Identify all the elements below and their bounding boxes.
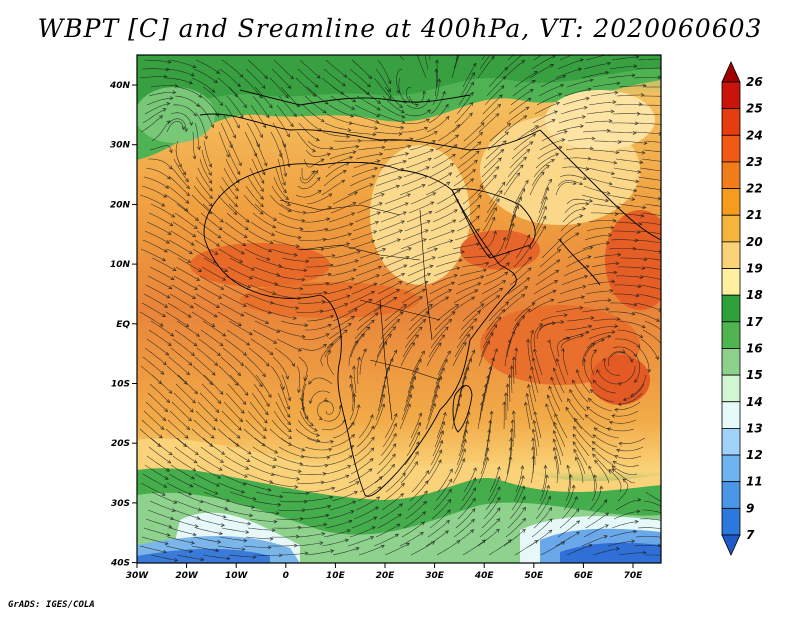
y-tick-label: 10S — [111, 380, 130, 390]
colorbar-box — [721, 481, 741, 509]
x-tick-label: 70E — [624, 571, 644, 581]
colorbar-box — [721, 241, 741, 269]
colorbar: 26 25 24 23 22 21 20 19 18 17 16 15 14 13 12 11 9 7 — [721, 61, 763, 556]
x-tick-label: 20E — [376, 571, 396, 581]
colorbar-label: 9 — [746, 501, 754, 515]
colorbar-box — [721, 268, 741, 296]
x-tick-label: 10W — [225, 571, 249, 581]
colorbar-label: 22 — [746, 182, 763, 196]
x-tick-label: 40E — [474, 571, 495, 581]
colorbar-box — [721, 81, 741, 110]
x-tick-label: 20W — [175, 571, 199, 581]
colorbar-box — [721, 214, 741, 243]
colorbar-label: 15 — [746, 368, 763, 382]
colorbar-label: 13 — [746, 421, 763, 435]
colorbar-box — [721, 428, 741, 456]
colorbar-label: 11 — [746, 475, 763, 489]
colorbar-box — [721, 134, 741, 163]
colorbar-box — [721, 108, 741, 136]
colorbar-box — [721, 401, 741, 429]
colorbar-label: 17 — [746, 315, 763, 329]
y-axis: 40N 30N 20N 10N EQ 10S 20S 30S 40S — [109, 81, 137, 569]
colorbar-bottom-triangle — [721, 534, 741, 556]
colorbar-box — [721, 507, 741, 536]
colorbar-label: 16 — [746, 341, 763, 355]
colorbar-label: 26 — [746, 75, 763, 89]
x-tick-label: 60E — [574, 571, 594, 581]
y-tick-label: 40N — [109, 81, 131, 91]
colorbar-label: 19 — [746, 262, 763, 276]
map-title: WBPT [C] and Sreamline at 400hPa, VT: 20… — [37, 14, 763, 43]
colorbar-label: 12 — [746, 448, 763, 462]
colorbar-label: 20 — [746, 235, 763, 249]
colorbar-label: 23 — [746, 155, 763, 169]
colorbar-box — [721, 188, 741, 216]
colorbar-top-triangle — [721, 61, 741, 83]
y-tick-label: EQ — [116, 320, 130, 330]
y-tick-label: 30N — [110, 141, 131, 151]
colorbar-label: 24 — [746, 128, 763, 142]
colorbar-box — [721, 161, 741, 189]
colorbar-box — [721, 321, 741, 349]
colorbar-label: 7 — [746, 528, 755, 542]
y-tick-label: 20S — [111, 439, 130, 449]
y-tick-label: 10N — [110, 260, 131, 270]
colorbar-label: 18 — [746, 288, 763, 302]
colorbar-label: 14 — [746, 395, 763, 409]
y-tick-label: 20N — [110, 200, 131, 210]
colorbar-label: 21 — [746, 208, 763, 222]
y-tick-label: 40S — [110, 559, 130, 569]
credit-label: GrADS: IGES/COLA — [8, 600, 95, 610]
colorbar-box — [721, 294, 741, 323]
colorbar-box — [721, 348, 741, 376]
streamlines — [139, 55, 661, 562]
x-tick-label: 10E — [326, 571, 346, 581]
colorbar-box — [721, 374, 741, 403]
x-tick-label: 0 — [283, 571, 289, 581]
x-tick-label: 30W — [126, 571, 150, 581]
streamline-arrowheads — [157, 55, 661, 562]
y-tick-label: 30S — [111, 499, 130, 509]
x-tick-label: 30E — [425, 571, 445, 581]
colorbar-box — [721, 454, 741, 483]
coastlines — [199, 89, 661, 497]
x-axis: 30W 20W 10W 0 10E 20E 30E 40E 50E 60E 70E — [126, 563, 643, 581]
x-tick-label: 50E — [524, 571, 544, 581]
map-frame — [136, 54, 662, 564]
streamline-paths — [139, 55, 661, 561]
colorbar-label: 25 — [746, 102, 763, 116]
